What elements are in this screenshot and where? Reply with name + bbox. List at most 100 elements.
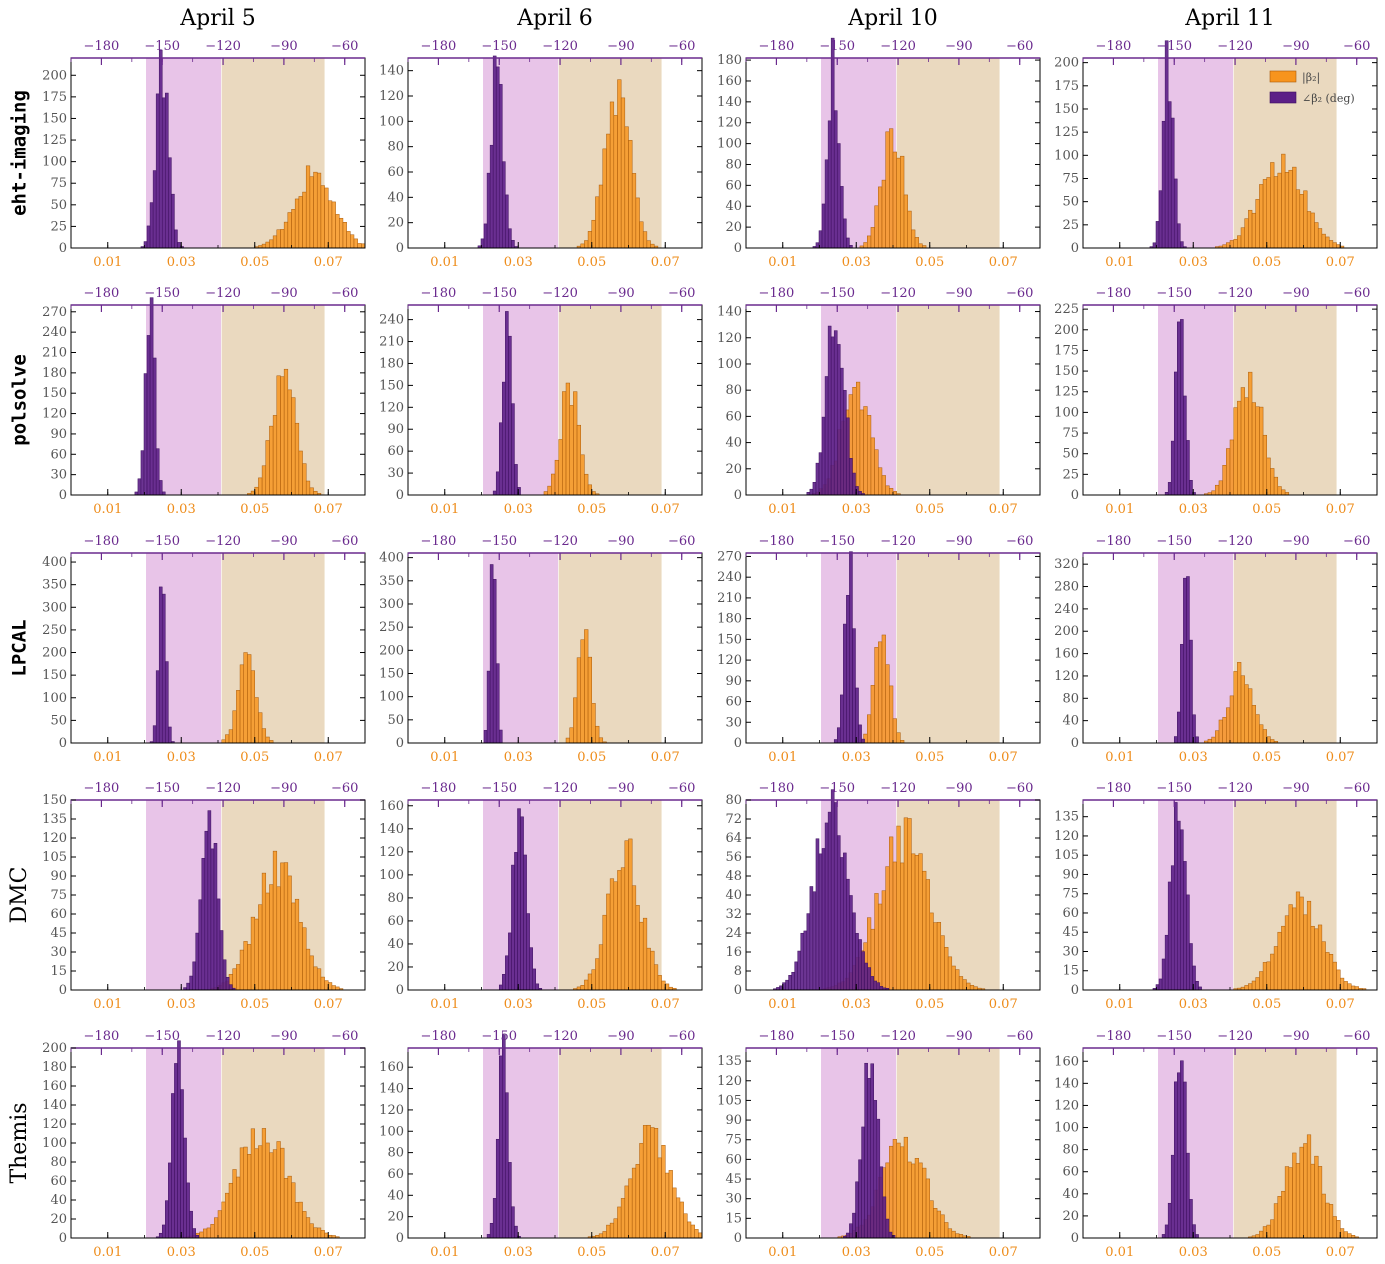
amp-hist-bar [896, 732, 901, 744]
angle-hist-bar [858, 491, 862, 496]
amp-hist-bar [1237, 400, 1242, 496]
amp-hist-bar [573, 391, 578, 496]
angle-hist-bar [809, 886, 814, 991]
y-tick-label: 40 [387, 937, 404, 952]
angle-hist-bar [1189, 639, 1193, 744]
y-tick-label: 120 [717, 1074, 742, 1089]
angle-hist-bar [846, 417, 850, 496]
amp-hist-bar [1218, 719, 1223, 744]
amp-hist-bar [261, 728, 267, 744]
y-tick-label: 60 [50, 447, 67, 462]
amp-hist-bar [1207, 738, 1212, 744]
x-amp-tick-label: 0.07 [314, 750, 343, 765]
amp-hist-bar [947, 1228, 953, 1239]
angle-hist-bar [492, 490, 497, 496]
x-angle-tick-label: −90 [270, 534, 297, 549]
y-tick-label: 45 [725, 1172, 742, 1187]
amp-hist-bar [258, 904, 263, 991]
angle-hist-bar [861, 1126, 865, 1239]
angle-hist-bar [158, 1232, 163, 1239]
angle-hist-bar [155, 670, 160, 744]
amp-hist-bar [617, 79, 622, 249]
angle-hist-bar [165, 1200, 169, 1239]
y-tick-label: 135 [42, 812, 67, 827]
angle-hist-bar [879, 986, 884, 991]
angle-hist-bar [1173, 736, 1178, 744]
amp-hist-bar [243, 652, 248, 744]
x-amp-tick-label: 0.03 [842, 997, 871, 1012]
x-angle-tick-label: −180 [1096, 1029, 1132, 1044]
y-tick-label: 100 [1054, 405, 1079, 420]
angle-hist-bar [495, 1138, 500, 1239]
amp-hist-bar [628, 1178, 633, 1239]
amp-hist-bar [881, 890, 886, 991]
amp-hist-bar [587, 973, 593, 991]
amp-hist-bar [591, 219, 596, 249]
amp-hist-bar [1277, 931, 1282, 991]
amp-hist-bar [276, 886, 281, 991]
x-angle-tick-label: −120 [542, 39, 578, 54]
histogram-panel: 0 25 50 75 100 125 150 175 200 225 0.01 0.03 0.05 0.0… [1054, 286, 1378, 517]
angle-hist-bar [827, 325, 832, 496]
amp-hist-bar [1259, 406, 1264, 496]
y-tick-label: 40 [387, 1188, 404, 1203]
amp-hist-bar [276, 229, 281, 249]
x-angle-tick-label: −180 [421, 534, 457, 549]
angle-credible-band [1158, 553, 1234, 743]
amp-hist-bar [1255, 406, 1260, 496]
angle-hist-bar [843, 218, 847, 249]
x-angle-tick-label: −120 [1217, 286, 1253, 301]
x-amp-tick-label: 0.03 [167, 255, 196, 270]
y-tick-label: 50 [1062, 447, 1079, 462]
angle-hist-bar [486, 670, 491, 744]
y-tick-label: 125 [1054, 125, 1079, 140]
amp-hist-bar [969, 985, 975, 991]
angle-hist-bar [849, 458, 853, 496]
amp-hist-bar [313, 1227, 318, 1239]
x-angle-tick-label: −90 [945, 286, 972, 301]
angle-hist-bar [1155, 221, 1160, 249]
amp-hist-bar [243, 1146, 248, 1239]
y-tick-label: 0 [59, 983, 67, 998]
amp-hist-bar [283, 368, 289, 496]
amp-hist-bar [1273, 176, 1279, 249]
amp-hist-bar [294, 898, 300, 991]
amp-hist-bar [1340, 1228, 1345, 1239]
x-angle-tick-label: −60 [331, 534, 358, 549]
angle-hist-bar [165, 92, 169, 249]
amp-hist-bar [302, 463, 307, 496]
histogram-panel: 0 20 40 60 80 100 120 140 0.01 0.03 0.05 0.07 −180 −1… [379, 39, 703, 270]
y-tick-label: 56 [725, 850, 742, 865]
angle-hist-bar [833, 739, 838, 744]
y-tick-label: 60 [387, 444, 404, 459]
x-angle-tick-label: −120 [880, 286, 916, 301]
x-angle-tick-label: −150 [1156, 534, 1192, 549]
amp-hist-bar [903, 817, 908, 991]
angle-hist-bar [858, 939, 862, 991]
angle-hist-bar [1161, 958, 1166, 991]
x-amp-tick-label: 0.05 [577, 255, 606, 270]
column-title: April 10 [847, 6, 938, 31]
amp-hist-bar [1266, 457, 1271, 496]
y-tick-label: 120 [1054, 669, 1079, 684]
y-tick-label: 175 [1054, 79, 1079, 94]
amp-hist-bar [1343, 981, 1348, 991]
x-amp-tick-label: 0.01 [93, 255, 122, 270]
y-tick-label: 160 [1054, 1054, 1079, 1069]
y-tick-label: 120 [379, 845, 404, 860]
histogram-panel: 0 25 50 75 100 125 150 175 200 0.01 0.03 0.05 0.07 −1… [1054, 39, 1378, 270]
x-amp-tick-label: 0.05 [915, 750, 944, 765]
y-tick-label: 48 [725, 869, 742, 884]
x-amp-tick-label: 0.01 [1105, 997, 1134, 1012]
amp-hist-bar [1251, 402, 1256, 496]
angle-hist-bar [511, 864, 515, 991]
amp-hist-bar [1299, 194, 1304, 249]
y-tick-label: 150 [379, 378, 404, 393]
x-amp-tick-label: 0.05 [915, 1245, 944, 1260]
y-tick-label: 100 [379, 114, 404, 129]
x-angle-tick-label: −120 [1217, 1029, 1253, 1044]
angle-hist-bar [152, 725, 157, 744]
y-tick-label: 250 [42, 623, 67, 638]
x-angle-tick-label: −90 [945, 781, 972, 796]
amp-hist-bar [1270, 162, 1275, 249]
